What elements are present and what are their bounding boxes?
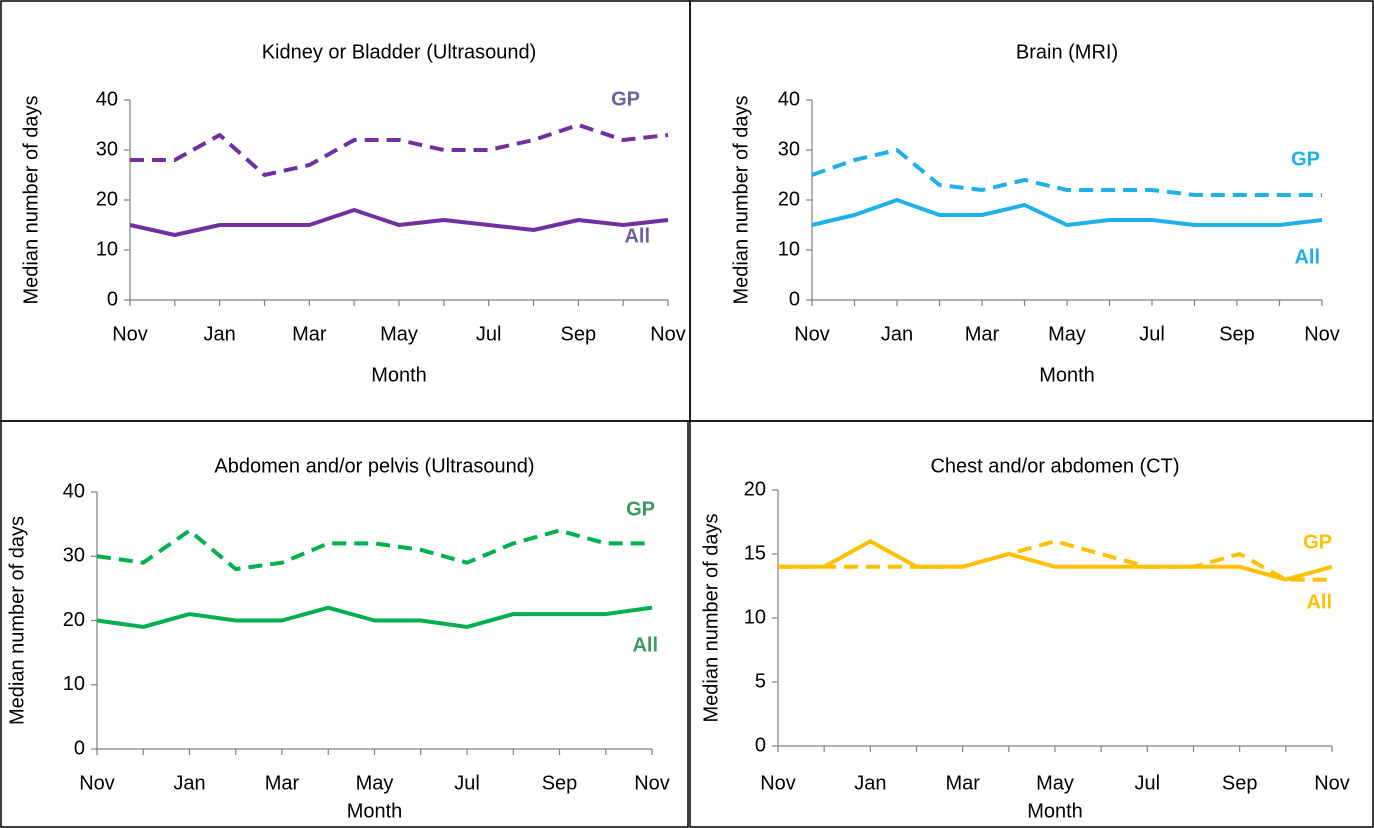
y-tick-label: 20 <box>96 188 118 210</box>
y-axis-label: Median number of days <box>700 513 722 722</box>
y-tick-label: 15 <box>744 542 766 564</box>
series-line <box>811 198 1323 227</box>
series-label: All <box>1306 591 1332 613</box>
x-tick-label: Jul <box>476 323 502 345</box>
chart-title: Chest and/or abdomen (CT) <box>930 455 1179 477</box>
panel-frame <box>689 420 1374 828</box>
x-tick-label: Jan <box>204 323 236 345</box>
x-tick-label: Sep <box>1219 323 1255 345</box>
x-tick-label: Mar <box>965 323 1000 345</box>
x-tick-label: Jan <box>173 772 205 794</box>
chart-title: Kidney or Bladder (Ultrasound) <box>262 41 537 63</box>
series-line <box>778 539 1332 582</box>
y-tick-label: 5 <box>755 670 766 692</box>
x-tick-label: Sep <box>542 772 578 794</box>
x-axis-label: Month <box>347 800 403 822</box>
x-axis-label: Month <box>1027 800 1083 822</box>
y-tick-label: 0 <box>74 737 85 759</box>
x-tick-label: Mar <box>945 772 980 794</box>
y-axis-label: Median number of days <box>6 516 28 725</box>
series-label: All <box>632 634 658 656</box>
series-line <box>129 208 669 237</box>
y-tick-label: 30 <box>778 138 800 160</box>
x-axis-label: Month <box>371 364 427 386</box>
series-line <box>96 528 652 572</box>
series-label: GP <box>626 498 655 520</box>
series-line <box>130 123 669 177</box>
series-label: GP <box>1303 531 1332 553</box>
x-tick-label: Nov <box>650 323 686 345</box>
x-tick-label: Nov <box>634 772 670 794</box>
y-tick-label: 20 <box>744 478 766 500</box>
series-label: All <box>1294 246 1320 268</box>
y-tick-label: 10 <box>744 606 766 628</box>
x-tick-label: Sep <box>561 323 597 345</box>
series-line <box>811 148 1322 197</box>
x-tick-label: Nov <box>79 772 115 794</box>
x-tick-label: May <box>380 323 418 345</box>
x-tick-label: Jan <box>854 772 886 794</box>
y-tick-label: 10 <box>96 238 118 260</box>
x-tick-label: Jul <box>1139 323 1165 345</box>
y-tick-label: 40 <box>778 88 800 110</box>
y-tick-label: 0 <box>755 734 766 756</box>
x-tick-label: Jan <box>881 323 913 345</box>
y-tick-label: 30 <box>63 545 85 567</box>
series-line <box>96 605 653 629</box>
x-tick-label: Sep <box>1222 772 1258 794</box>
y-tick-label: 20 <box>63 609 85 631</box>
x-tick-label: Mar <box>265 772 300 794</box>
x-tick-label: Nov <box>760 772 796 794</box>
y-tick-label: 40 <box>63 480 85 502</box>
x-tick-label: May <box>1048 323 1086 345</box>
x-tick-label: May <box>356 772 394 794</box>
y-tick-label: 10 <box>778 238 800 260</box>
y-tick-label: 30 <box>96 138 118 160</box>
x-tick-label: Nov <box>794 323 830 345</box>
series-label: All <box>624 225 650 247</box>
x-tick-label: Nov <box>1304 323 1340 345</box>
x-tick-label: May <box>1036 772 1074 794</box>
x-tick-label: Mar <box>292 323 327 345</box>
panel-frame <box>0 420 689 828</box>
y-tick-label: 20 <box>778 188 800 210</box>
y-tick-label: 10 <box>63 673 85 695</box>
y-axis-label: Median number of days <box>20 95 42 304</box>
panel-frame <box>689 0 1374 422</box>
y-tick-label: 40 <box>96 88 118 110</box>
y-axis-label: Median number of days <box>730 95 752 304</box>
series-label: GP <box>1291 148 1320 170</box>
series-label: GP <box>611 88 640 110</box>
x-tick-label: Nov <box>1314 772 1350 794</box>
x-tick-label: Jul <box>1135 772 1161 794</box>
x-tick-label: Jul <box>454 772 480 794</box>
chart-title: Brain (MRI) <box>1016 41 1118 63</box>
x-axis-label: Month <box>1039 364 1095 386</box>
y-tick-label: 0 <box>789 288 800 310</box>
x-tick-label: Nov <box>112 323 148 345</box>
series-line <box>778 539 1333 582</box>
chart-title: Abdomen and/or pelvis (Ultrasound) <box>214 455 534 477</box>
y-tick-label: 0 <box>107 288 118 310</box>
